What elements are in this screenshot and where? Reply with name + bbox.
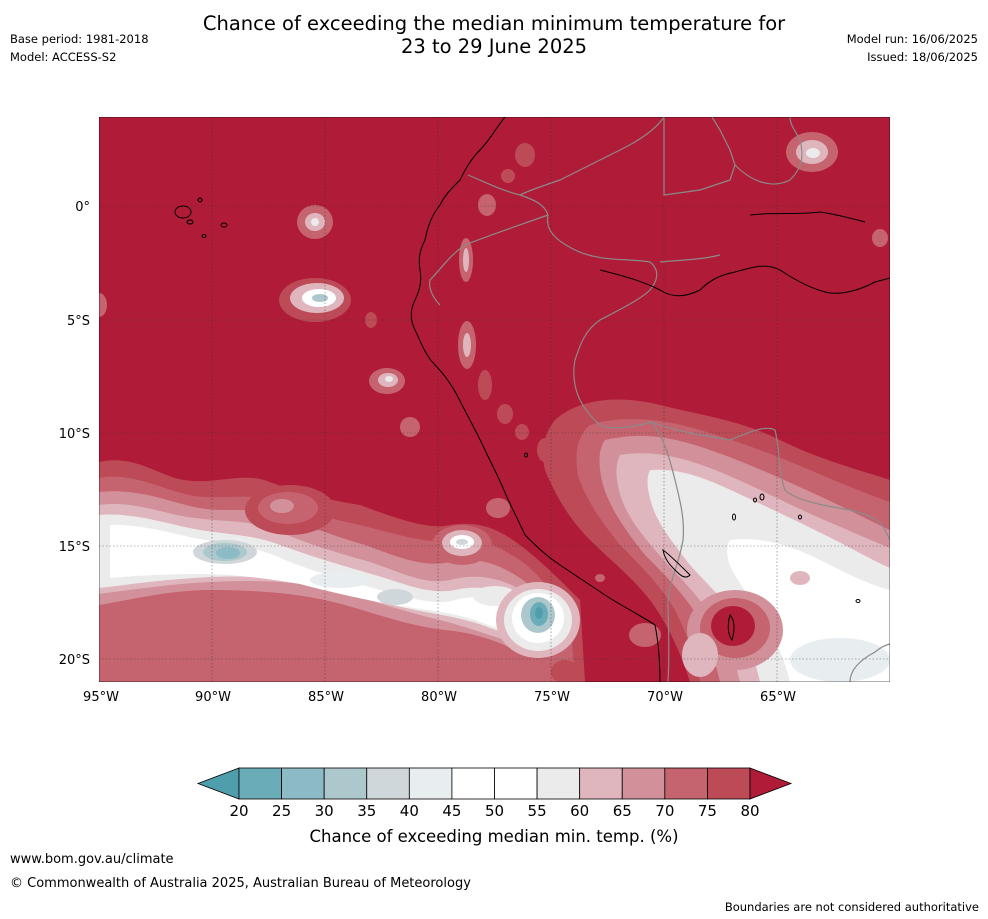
colorbar-cells	[196, 767, 793, 800]
lat-label-20s: 20°S	[59, 653, 90, 668]
meta-right: Model run: 16/06/2025 Issued: 18/06/2025	[847, 32, 978, 64]
colorbar-ticks: 20 25 30 35 40 45 50 55 60 65 70 75 80	[229, 802, 759, 820]
coastlines	[174, 117, 890, 682]
map-title: Chance of exceeding the median minimum t…	[0, 12, 988, 58]
contour-patch-18s-east	[682, 590, 783, 677]
colorbar-cell	[408, 767, 453, 800]
contour-band-southwest	[99, 460, 585, 682]
lon-label-80w: 80°W	[421, 690, 457, 705]
footer-copyright: © Commonwealth of Australia 2025, Austra…	[10, 876, 471, 891]
lat-label-10s: 10°S	[59, 427, 90, 442]
colorbar-cell	[536, 767, 581, 800]
map-plot-area	[99, 117, 890, 682]
colorbar-label: Chance of exceeding median min. temp. (%…	[309, 827, 679, 846]
footer-disclaimer: Boundaries are not considered authoritat…	[724, 900, 979, 914]
lon-label-85w: 85°W	[308, 690, 344, 705]
longitude-labels: 95°W 90°W 85°W 80°W 75°W 70°W 65°W	[83, 690, 796, 705]
latitude-labels: 0° 5°S 10°S 15°S 20°S	[59, 200, 90, 668]
colorbar-tick-label: 65	[613, 802, 632, 820]
contour-patch-15s	[432, 525, 492, 565]
colorbar-cell	[281, 767, 325, 800]
colorbar-tick-label: 25	[272, 802, 291, 820]
colorbar-tick-label: 45	[442, 802, 461, 820]
contour-band-southeast	[543, 399, 890, 682]
lat-label-15s: 15°S	[59, 540, 90, 555]
contour-small-patches	[99, 132, 888, 682]
lon-label-65w: 65°W	[760, 690, 796, 705]
colorbar-cell	[451, 767, 495, 800]
model-name: Model: ACCESS-S2	[10, 50, 117, 64]
lat-label-0: 0°	[75, 200, 90, 215]
contour-coldspot-18s	[496, 582, 580, 658]
colorbar-tick-label: 55	[528, 802, 547, 820]
issued-date: Issued: 18/06/2025	[867, 50, 978, 64]
meta-left: Base period: 1981-2018 Model: ACCESS-S2	[10, 32, 149, 64]
title-line-2: 23 to 29 June 2025	[400, 35, 588, 58]
model-run: Model run: 16/06/2025	[846, 32, 978, 46]
lat-label-5s: 5°S	[67, 314, 90, 329]
lon-label-70w: 70°W	[647, 690, 683, 705]
lon-label-95w: 95°W	[83, 690, 119, 705]
title-line-1: Chance of exceeding the median minimum t…	[202, 12, 786, 35]
colorbar-tick-label: 40	[400, 802, 419, 820]
colorbar-cell	[621, 767, 666, 800]
colorbar-tick-label: 20	[229, 802, 248, 820]
lon-label-75w: 75°W	[534, 690, 570, 705]
contour-patch-13s	[245, 485, 335, 535]
colorbar-tick-label: 70	[655, 802, 674, 820]
colorbar-cell	[494, 767, 538, 800]
colorbar-extend-low	[196, 767, 240, 800]
graticule	[99, 117, 890, 682]
colorbar-cell	[323, 767, 368, 800]
colorbar-tick-label: 30	[315, 802, 334, 820]
footer-url[interactable]: www.bom.gov.au/climate	[10, 852, 174, 867]
colorbar-cell	[366, 767, 410, 800]
colorbar: 20 25 30 35 40 45 50 55 60 65 70 75 80	[196, 767, 793, 820]
colorbar-tick-label: 50	[485, 802, 504, 820]
colorbar-tick-label: 60	[570, 802, 589, 820]
country-borders	[429, 117, 890, 682]
colorbar-cell	[707, 767, 751, 800]
colorbar-tick-label: 35	[357, 802, 376, 820]
lon-label-90w: 90°W	[195, 690, 231, 705]
colorbar-tick-label: 80	[740, 802, 759, 820]
colorbar-cell	[664, 767, 708, 800]
colorbar-cell	[579, 767, 623, 800]
colorbar-extend-high	[749, 767, 793, 800]
colorbar-cell	[238, 767, 282, 800]
colorbar-tick-label: 75	[698, 802, 717, 820]
base-period: Base period: 1981-2018	[10, 32, 149, 46]
